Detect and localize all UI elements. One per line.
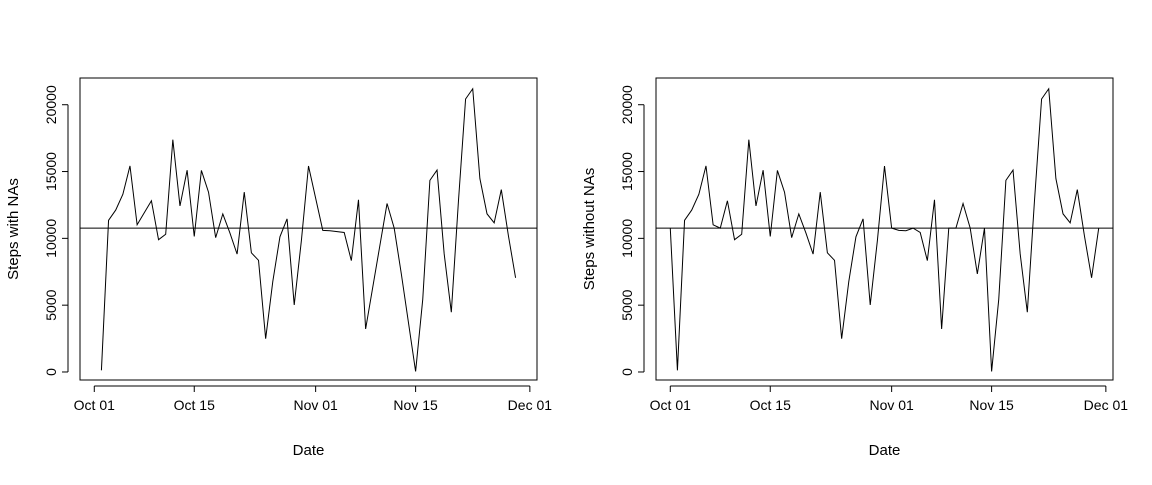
- y-axis-title: Steps without NAs: [581, 168, 598, 291]
- x-axis-title: Date: [293, 442, 325, 459]
- y-tick-label: 15000: [43, 152, 59, 191]
- x-tick-label: Nov 01: [293, 397, 338, 413]
- y-tick-label: 20000: [43, 85, 59, 124]
- series-line: [100, 87, 517, 372]
- x-axis-title: Date: [869, 442, 901, 459]
- series-line: [669, 87, 1100, 372]
- y-tick-label: 20000: [619, 85, 635, 124]
- y-tick-label: 0: [619, 368, 635, 376]
- x-tick-label: Nov 15: [969, 397, 1014, 413]
- x-tick-label: Nov 15: [393, 397, 438, 413]
- y-tick-label: 15000: [619, 152, 635, 191]
- plot-frame: [655, 77, 1114, 381]
- y-tick-label: 10000: [43, 219, 59, 258]
- x-tick-label: Oct 15: [174, 397, 215, 413]
- y-tick-label: 5000: [619, 289, 635, 320]
- plot-frame: [79, 77, 538, 381]
- y-tick-label: 0: [43, 368, 59, 376]
- y-axis-title: Steps with NAs: [5, 178, 22, 280]
- x-tick-label: Dec 01: [1084, 397, 1129, 413]
- x-tick-label: Nov 01: [869, 397, 914, 413]
- y-tick-label: 10000: [619, 219, 635, 258]
- x-tick-label: Oct 01: [650, 397, 691, 413]
- y-tick-label: 5000: [43, 289, 59, 320]
- x-tick-label: Dec 01: [508, 397, 553, 413]
- x-tick-label: Oct 15: [750, 397, 791, 413]
- x-tick-label: Oct 01: [74, 397, 115, 413]
